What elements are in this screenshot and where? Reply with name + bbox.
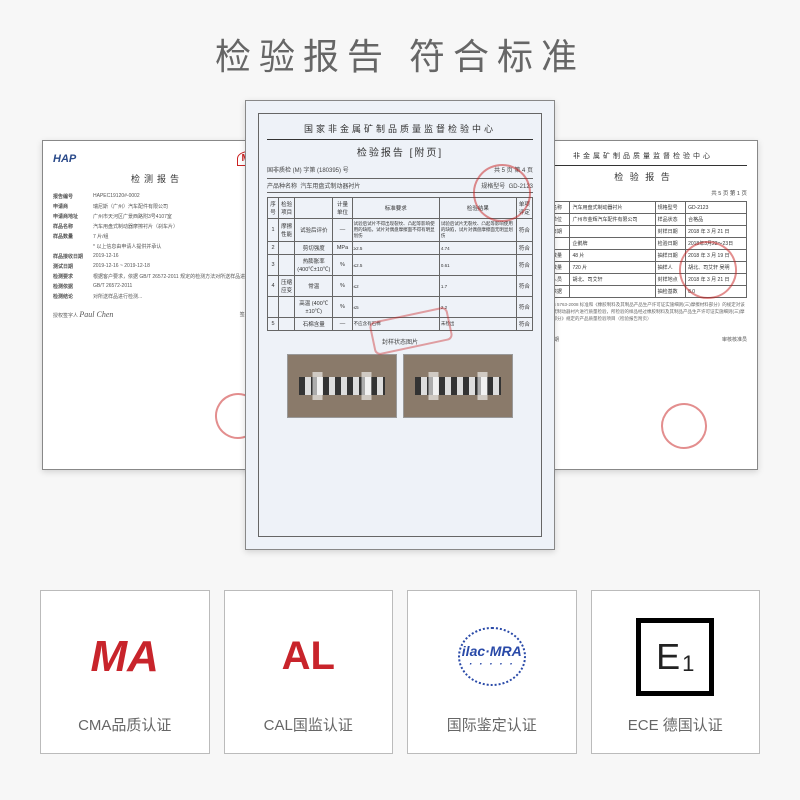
left-ref: HAPEC19120#-0002 xyxy=(93,193,140,200)
badge-ece: E1 ECE 德国认证 xyxy=(591,590,761,754)
sample-photo xyxy=(403,354,513,418)
report-center: 国家非金属矿制品质量监督检验中心 检验报告 [附页] 国非质检 (M) 字第 (… xyxy=(245,100,555,550)
badge-cal: AL CAL国监认证 xyxy=(224,590,394,754)
center-title: 检验报告 [附页] xyxy=(267,144,533,159)
product-name: 汽车用盘式制动器衬片 xyxy=(300,184,360,190)
hap-logo: HAP xyxy=(53,153,76,165)
page-title: 检验报告 符合标准 xyxy=(0,0,800,100)
badge-ilac: ilac·MRA· · · · · 国际鉴定认证 xyxy=(407,590,577,754)
documents-row: HAP MA 检测报告 报告编号HAPEC19120#-0002 申请商瑞尼斯（… xyxy=(0,100,800,570)
report-right: 非金属矿制品质量监督检验中心 检 验 报 告 共 5 页 第 1 页 产品名称汽… xyxy=(528,140,758,470)
right-org: 非金属矿制品质量监督检验中心 xyxy=(539,151,747,166)
report-left: HAP MA 检测报告 报告编号HAPEC19120#-0002 申请商瑞尼斯（… xyxy=(42,140,272,470)
left-report-title: 检测报告 xyxy=(53,172,261,185)
signature: Paul Chen xyxy=(79,310,113,319)
right-note: 根据 GB 5763-2008 标准和《橡胶制料及其制品产品生产许可证实施细则(… xyxy=(539,302,747,322)
sample-photo xyxy=(287,354,397,418)
center-ref: 国非质检 (M) 字第 (180395) 号 xyxy=(267,165,349,174)
cert-badges: MA CMA品质认证 AL CAL国监认证 ilac·MRA· · · · · … xyxy=(0,570,800,754)
stamp-icon xyxy=(657,399,712,454)
right-title: 检 验 报 告 xyxy=(539,170,747,183)
center-org: 国家非金属矿制品质量监督检验中心 xyxy=(267,122,533,140)
badge-cma: MA CMA品质认证 xyxy=(40,590,210,754)
